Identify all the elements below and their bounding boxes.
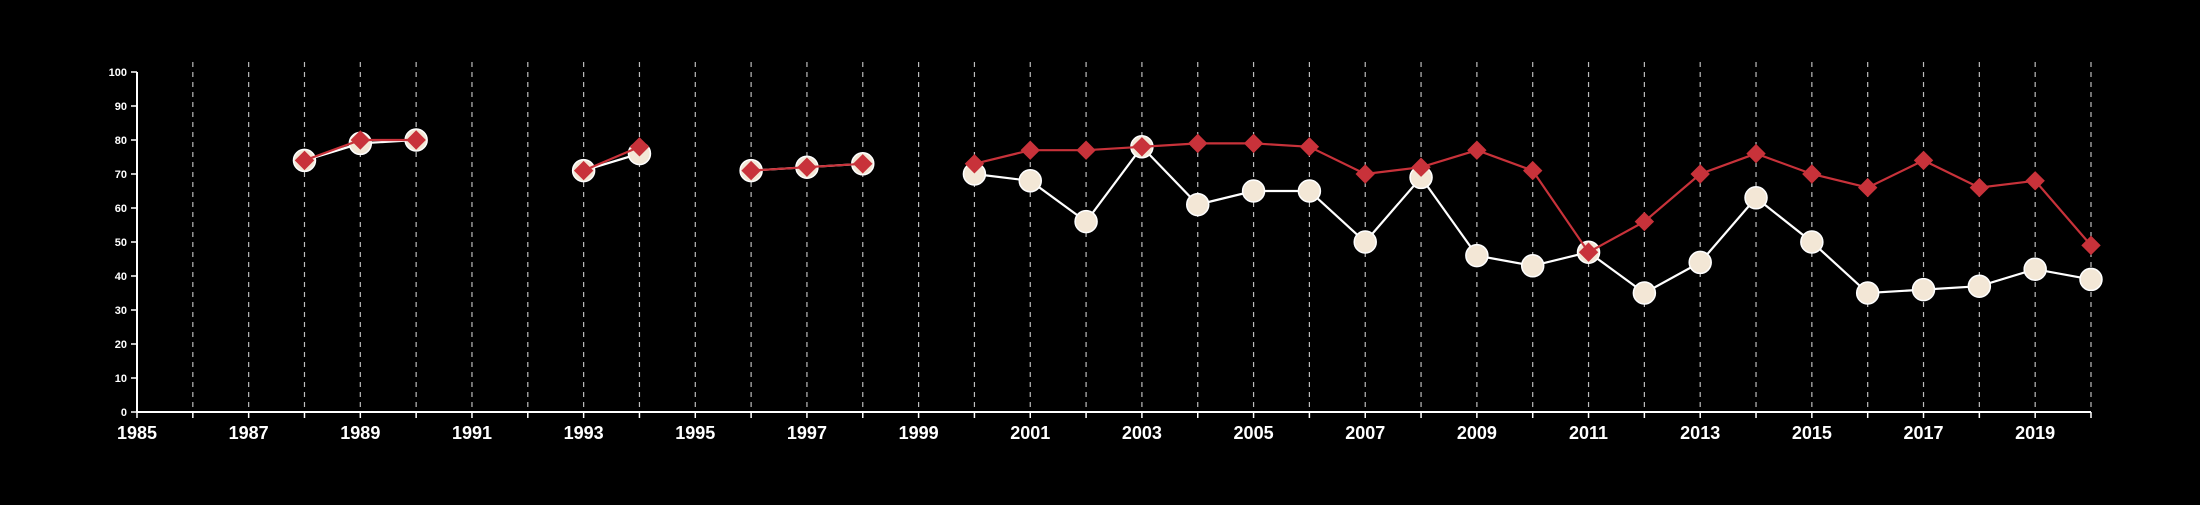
data-point [1802, 164, 1822, 184]
data-point [1185, 192, 1210, 217]
data-point [1800, 230, 1824, 254]
data-point [1690, 164, 1710, 184]
x-tick-label: 1999 [899, 423, 939, 443]
data-point [1744, 186, 1768, 210]
x-tick-label: 2001 [1010, 423, 1050, 443]
data-point [294, 150, 315, 171]
series-group [292, 128, 2103, 305]
y-tick-label: 90 [115, 101, 127, 113]
data-point [964, 154, 985, 174]
y-tick-label: 60 [115, 203, 127, 215]
data-point [1132, 137, 1152, 157]
x-tick-label: 2005 [1234, 423, 1274, 443]
y-tick-label: 30 [115, 305, 127, 317]
y-tick-label: 40 [115, 271, 127, 283]
data-point [1969, 177, 1990, 198]
data-point [1411, 157, 1431, 177]
data-point [2023, 257, 2047, 281]
data-point [1967, 274, 1992, 298]
data-point [1520, 254, 1545, 278]
data-point [1299, 137, 1320, 157]
x-tick-label: 1985 [117, 423, 157, 443]
data-point [573, 160, 594, 181]
x-tick-label: 1989 [340, 423, 380, 443]
data-point [350, 130, 371, 150]
x-tick-label: 2011 [1569, 423, 1608, 443]
data-point [1018, 169, 1043, 193]
x-tick-label: 1997 [787, 423, 827, 443]
data-point [406, 130, 426, 150]
data-point [1076, 140, 1096, 160]
x-tick-label: 1995 [675, 423, 715, 443]
x-tick-label: 2015 [1792, 423, 1832, 443]
y-tick-label: 20 [115, 339, 127, 351]
y-tick-label: 50 [115, 237, 127, 249]
data-point [1020, 140, 1040, 160]
data-point [2081, 235, 2101, 256]
data-point [1634, 211, 1655, 232]
data-point [1241, 179, 1266, 203]
series-2 [294, 130, 2101, 262]
data-point [1523, 160, 1543, 181]
y-tick-label: 100 [109, 67, 127, 79]
x-tick-label: 2007 [1345, 423, 1385, 443]
x-tick-label: 2013 [1680, 423, 1720, 443]
data-point [1074, 209, 1098, 234]
data-point [1911, 277, 1936, 302]
data-point [1297, 179, 1322, 203]
data-point [1855, 281, 1880, 305]
data-point [1578, 242, 1599, 262]
data-point [2079, 267, 2103, 292]
data-point [1913, 150, 1934, 171]
data-point [853, 154, 873, 174]
series-line [583, 145, 640, 172]
data-point [629, 137, 650, 157]
y-tick-label: 70 [115, 169, 127, 181]
data-point [1188, 133, 1208, 154]
data-point [1467, 140, 1487, 160]
data-point [1857, 177, 1878, 198]
data-point [1465, 243, 1489, 268]
y-tick-label: 0 [121, 407, 127, 419]
x-tick-label: 2009 [1457, 423, 1497, 443]
x-tick-label: 2003 [1122, 423, 1162, 443]
x-tick-label: 1987 [229, 423, 269, 443]
data-point [1688, 250, 1712, 275]
y-tick-label: 10 [115, 373, 127, 385]
x-tick-label: 1991 [452, 423, 492, 443]
data-point [1632, 281, 1657, 305]
data-point [1243, 133, 1264, 154]
x-tick-label: 1993 [564, 423, 604, 443]
data-point [1353, 230, 1377, 254]
x-tick-label: 2017 [1903, 423, 1943, 443]
data-point [1746, 143, 1766, 164]
axes: 0 10 20 30 40 50 60 70 80 90 100 1985 1987 1989 1991 19… [109, 67, 2092, 443]
data-point [797, 157, 817, 177]
x-tick-label: 2019 [2015, 423, 2055, 443]
y-tick-label: 80 [115, 135, 127, 147]
data-point [2025, 171, 2045, 191]
data-point [741, 160, 761, 181]
data-point [1355, 164, 1375, 184]
